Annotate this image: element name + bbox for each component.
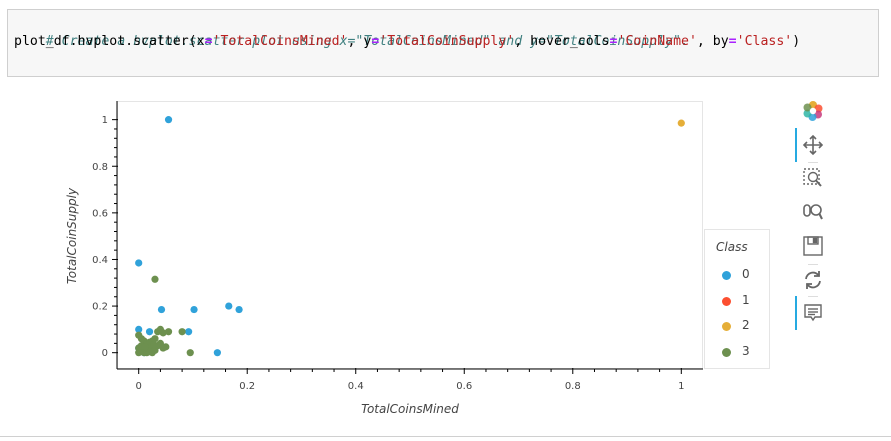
data-point-class-0	[213, 349, 221, 357]
code-string: 'Class'	[736, 34, 793, 49]
toolbar-separator	[808, 296, 818, 297]
box-zoom-icon[interactable]	[801, 166, 825, 190]
legend-label: 0	[742, 267, 750, 281]
data-point-class-3	[150, 340, 158, 349]
legend-title: Class	[716, 240, 748, 254]
x-tick-label: 0.2	[239, 381, 255, 392]
data-point-class-3	[151, 335, 159, 343]
y-tick-label: 0.4	[92, 255, 108, 266]
data-point-class-3	[135, 349, 143, 357]
legend-item[interactable]: 2	[705, 317, 765, 335]
legend-marker	[722, 271, 731, 280]
legend-marker	[722, 322, 731, 331]
data-point-class-0	[235, 305, 243, 314]
code-token: , y	[347, 34, 372, 49]
toolbar-separator	[808, 162, 818, 163]
data-point-class-0	[157, 305, 166, 314]
code-operator: =	[609, 34, 618, 49]
x-tick-label: 0.4	[348, 381, 364, 392]
y-axis-title: TotalCoinSupply	[65, 187, 79, 284]
code-string: 'CoinName'	[617, 34, 697, 49]
data-point-class-0	[145, 328, 154, 336]
y-tick-label: 0	[102, 348, 108, 359]
plot-axes: 0 0.2 0.4 0.6 0.8 1 0 0.2 0.4 0.6 0.8 1	[92, 101, 703, 392]
data-point-class-3	[151, 275, 159, 283]
legend-item[interactable]: 3	[705, 343, 765, 361]
data-point-class-3	[145, 347, 154, 356]
legend-marker	[722, 348, 731, 357]
code-token: , by	[696, 34, 729, 49]
legend-label: 2	[742, 318, 750, 332]
legend-label: 3	[742, 344, 750, 358]
data-point-class-3	[178, 328, 186, 336]
hover-active-indicator	[795, 296, 797, 330]
code-string: 'TotalCoinsMined'	[212, 34, 348, 49]
data-point-class-0	[135, 325, 143, 333]
data-point-class-0	[190, 305, 198, 314]
x-tick-label: 0	[136, 381, 142, 392]
code-token: , hover_cols	[514, 34, 610, 49]
legend-marker	[722, 297, 731, 306]
y-tick-label: 0.2	[92, 302, 108, 313]
data-point-class-3	[186, 349, 194, 357]
data-point-class-3	[164, 328, 173, 336]
toolbar-separator	[808, 264, 818, 265]
plot-marks	[135, 116, 685, 357]
y-tick-label: 0.8	[92, 162, 108, 173]
legend-item[interactable]: 0	[705, 266, 765, 284]
data-point-class-3	[141, 343, 149, 351]
save-icon[interactable]	[801, 234, 825, 258]
code-cell[interactable]: # Create a hvplot.scatter plot using x="…	[7, 9, 879, 77]
cell-divider	[0, 436, 891, 437]
plot-toolbar	[795, 96, 835, 336]
code-operator: =	[371, 34, 380, 49]
y-tick-label: 1	[102, 115, 108, 126]
code-string: 'TotalCoinSupply'	[379, 34, 515, 49]
code-operator: =	[204, 34, 213, 49]
y-tick-label: 0.6	[92, 208, 108, 219]
code-token: )	[792, 34, 801, 49]
x-axis-title: TotalCoinsMined	[361, 402, 459, 416]
code-comment-line: # Create a hvplot.scatter plot using x="…	[14, 15, 689, 69]
legend: Class 0 1 2 3	[704, 229, 770, 369]
x-tick-label: 0.6	[456, 381, 472, 392]
data-point-class-0	[164, 116, 173, 124]
data-point-class-3	[159, 329, 167, 337]
data-point-class-0	[225, 302, 233, 310]
wheel-zoom-icon[interactable]	[801, 200, 825, 224]
x-tick-label: 1	[678, 381, 684, 392]
data-point-class-2	[677, 119, 685, 127]
code-comment: # Create a hvplot.scatter plot using x="…	[45, 34, 689, 49]
pan-icon[interactable]	[801, 133, 825, 157]
x-tick-label: 0.8	[565, 381, 581, 392]
data-point-class-0	[185, 328, 193, 336]
pan-active-indicator	[795, 128, 797, 162]
data-point-class-0	[135, 259, 143, 267]
legend-label: 1	[742, 293, 750, 307]
bokeh-logo-icon[interactable]	[801, 99, 825, 123]
code-operator: =	[728, 34, 737, 49]
reset-icon[interactable]	[801, 268, 825, 292]
code-token: plot_df.hvplot.scatter(x	[14, 34, 205, 49]
data-point-class-3	[159, 344, 167, 352]
hover-icon[interactable]	[801, 301, 825, 325]
legend-item[interactable]: 1	[705, 292, 765, 310]
code-statement-line: plot_df.hvplot.scatter(x='TotalCoinsMine…	[14, 33, 800, 51]
